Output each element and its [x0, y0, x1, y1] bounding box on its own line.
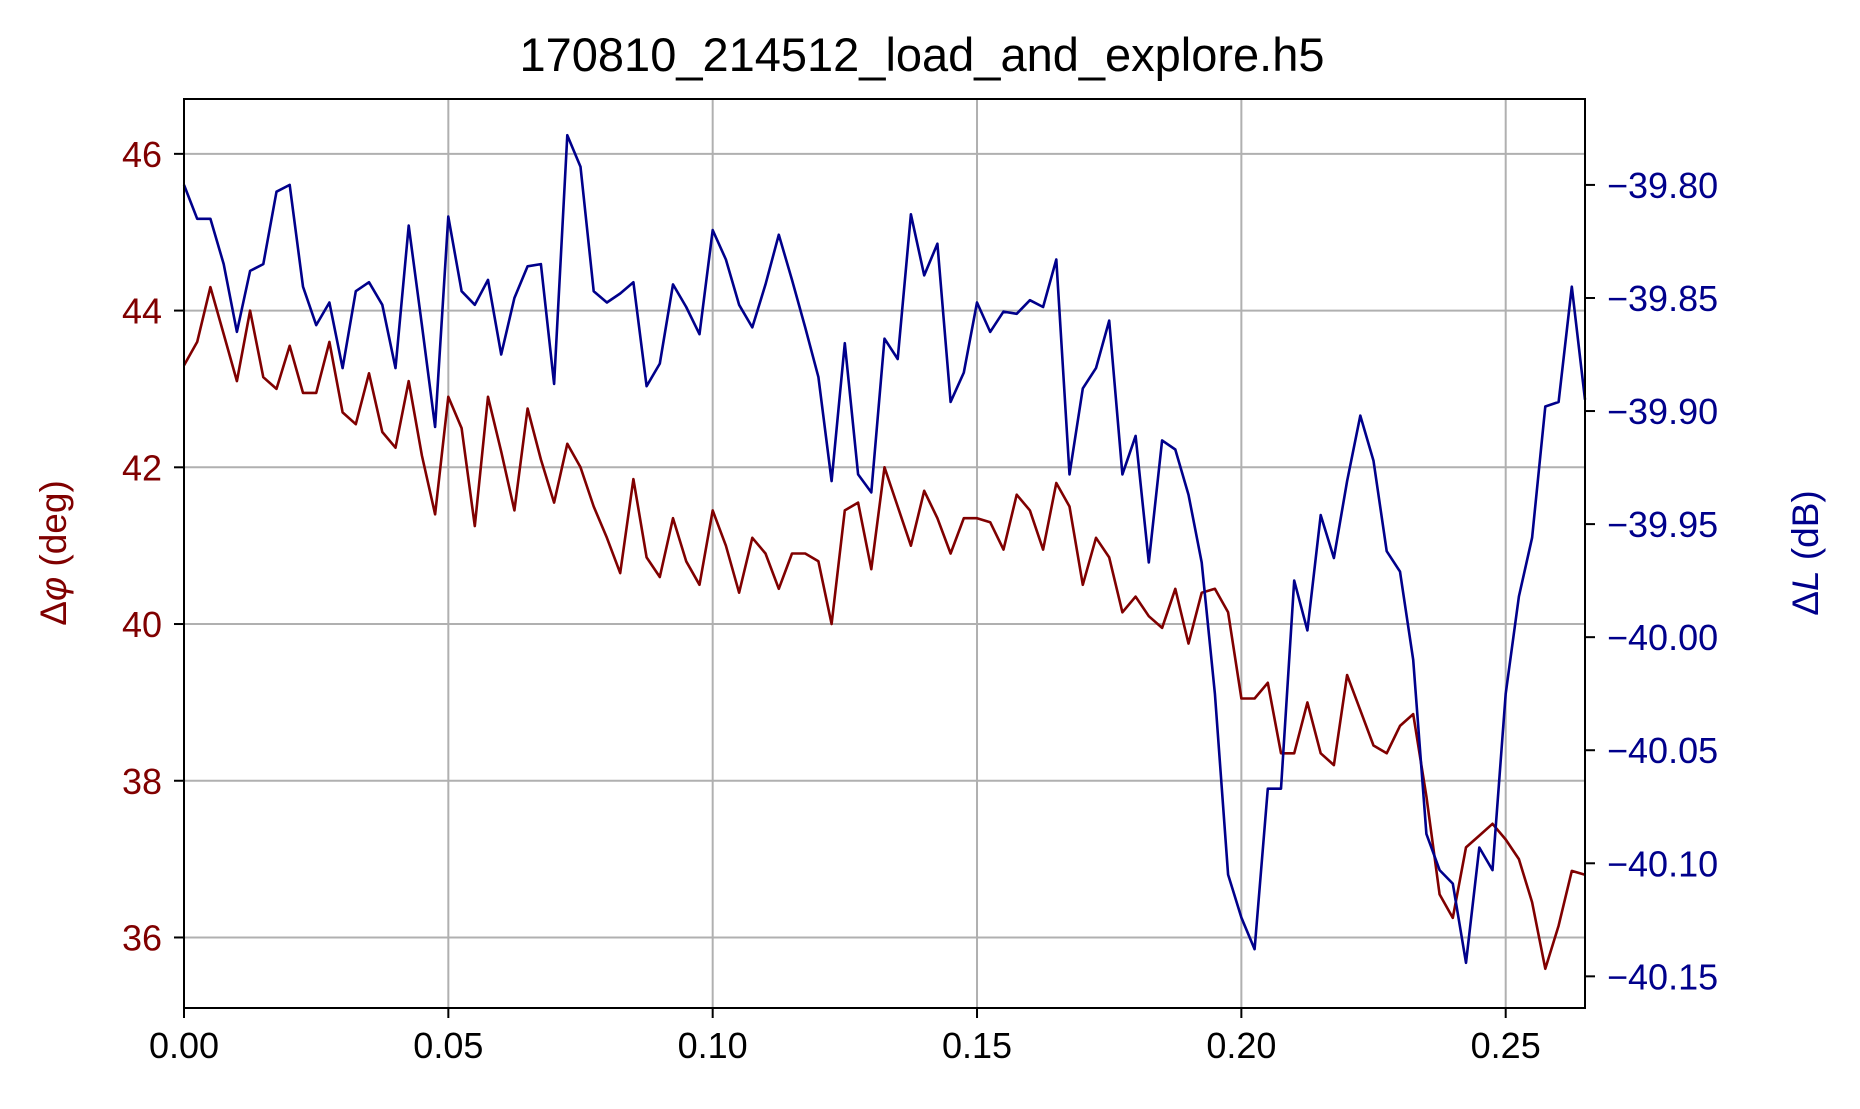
- y-axis-left-label-unit: (deg): [33, 480, 74, 577]
- x-tick-label: 0.10: [678, 1025, 748, 1066]
- y-right-tick-label: −39.95: [1607, 504, 1718, 545]
- y-axis-right-label-unit: (dB): [1785, 490, 1826, 570]
- x-tick-label: 0.05: [413, 1025, 483, 1066]
- y-left-tick-label: 46: [122, 134, 162, 175]
- y-left-tick-label: 36: [122, 917, 162, 958]
- y-right-tick-label: −40.10: [1607, 843, 1718, 884]
- y-axis-left-label-symbol: φ: [33, 577, 74, 601]
- y-left-tick-label: 38: [122, 761, 162, 802]
- y-right-tick-label: −40.00: [1607, 617, 1718, 658]
- y-axis-right-label: ΔL (dB): [1785, 490, 1826, 615]
- plot-frame: [183, 98, 1586, 1009]
- y-right-tick-label: −39.85: [1607, 278, 1718, 319]
- y-left-tick-label: 42: [122, 447, 162, 488]
- chart-title: 170810_214512_load_and_explore.h5: [520, 28, 1325, 81]
- y-right-tick-label: −40.15: [1607, 956, 1718, 997]
- data-series: [182, 133, 1587, 971]
- level-series-line: [182, 133, 1587, 965]
- y-left-tick-label: 40: [122, 604, 162, 645]
- y-right-tick-label: −39.90: [1607, 391, 1718, 432]
- y-left-tick-label: 44: [122, 291, 162, 332]
- y-axis-left-label: Δφ (deg): [33, 480, 74, 626]
- phase-series-line: [182, 285, 1586, 971]
- axis-ticks: 0.00 0.05 0.10 0.15 0.20 0.25 36 38 40 42 44 46 −40.…: [122, 134, 1718, 1066]
- x-tick-label: 0.20: [1206, 1025, 1276, 1066]
- y-right-tick-label: −40.05: [1607, 730, 1718, 771]
- y-axis-right-label-prefix: Δ: [1785, 591, 1826, 616]
- x-tick-label: 0.25: [1471, 1025, 1541, 1066]
- x-tick-label: 0.15: [942, 1025, 1012, 1066]
- x-tick-label: 0.00: [149, 1025, 219, 1066]
- grid-lines: [183, 99, 1585, 1008]
- y-axis-right-label-symbol: L: [1785, 570, 1826, 591]
- y-axis-left-label-prefix: Δ: [33, 601, 74, 626]
- y-right-tick-label: −39.80: [1607, 165, 1718, 206]
